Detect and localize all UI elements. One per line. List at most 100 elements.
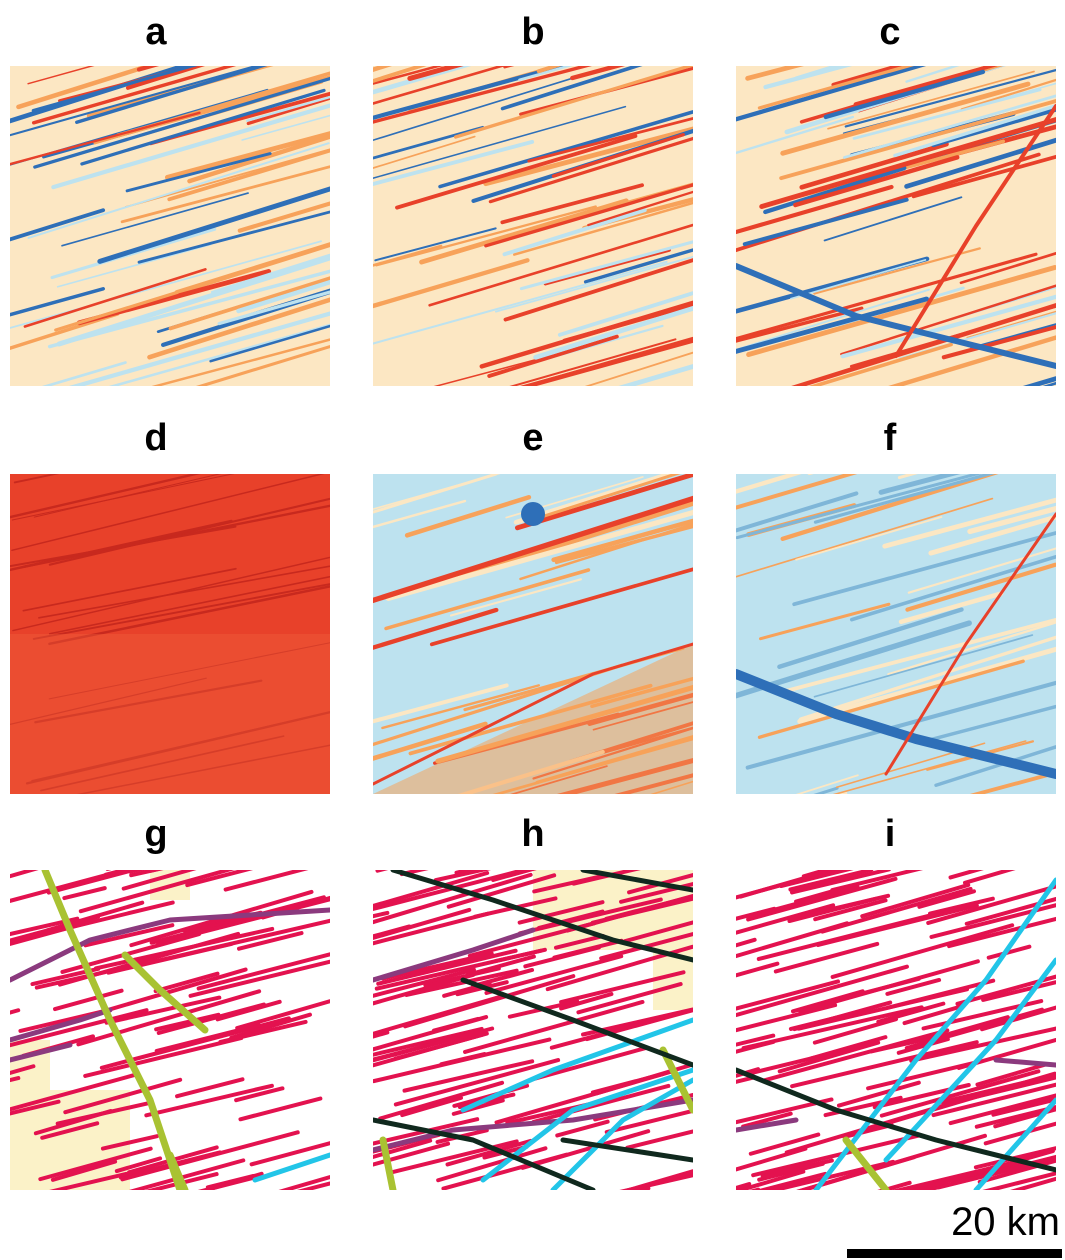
panel-label-a: a xyxy=(145,11,167,53)
map-red-lineament xyxy=(520,1129,651,1170)
relief-lineament xyxy=(503,258,693,322)
relief-lineament xyxy=(11,474,325,552)
map-red-lineament xyxy=(741,1111,793,1129)
map-red-lineament xyxy=(977,1158,1056,1184)
map-red-lineament xyxy=(553,934,606,950)
map-red-lineament xyxy=(196,952,330,991)
map-red-lineament xyxy=(879,1069,1041,1118)
relief-lineament xyxy=(736,306,864,343)
map-red-lineament xyxy=(154,1023,261,1053)
map-red-lineament xyxy=(755,1171,828,1190)
map-red-lineament xyxy=(736,961,780,978)
map-red-lineament xyxy=(388,1139,519,1175)
panel-label-h: h xyxy=(521,813,545,855)
map-red-lineament xyxy=(956,1037,1056,1070)
map-green-lineament xyxy=(842,1136,890,1190)
map-red-lineament xyxy=(433,870,492,883)
map-red-lineament xyxy=(373,1037,552,1084)
panel-b-image xyxy=(373,66,693,386)
map-red-lineament xyxy=(973,1146,1056,1170)
map-red-lineament xyxy=(813,898,888,922)
relief-lineament xyxy=(840,284,1056,356)
panel-c-image xyxy=(736,66,1056,386)
relief-lineament xyxy=(813,474,995,524)
relief-ridge xyxy=(884,512,1056,776)
relief-lineament xyxy=(736,66,927,122)
relief-lineament xyxy=(373,66,507,105)
relief-lineament xyxy=(41,361,127,386)
relief-lineament xyxy=(12,556,330,632)
relief-lineament xyxy=(842,94,1056,159)
relief-lineament xyxy=(54,290,180,332)
relief-lineament xyxy=(10,312,120,351)
map-red-lineament xyxy=(463,999,645,1054)
relief-lineament xyxy=(10,474,201,519)
relief-lineament xyxy=(808,342,953,386)
map-red-lineament xyxy=(983,1121,1056,1146)
relief-lineament xyxy=(519,240,693,291)
map-red-lineament xyxy=(373,911,490,946)
map-red-lineament xyxy=(955,974,1056,1006)
relief-lineament xyxy=(928,514,1056,556)
relief-lineament xyxy=(736,296,929,354)
relief-lineament xyxy=(736,474,802,494)
map-red-lineament xyxy=(185,870,254,888)
relief-lineament xyxy=(16,66,156,110)
map-red-lineament xyxy=(10,1008,149,1048)
map-dark-lineament xyxy=(373,1117,596,1190)
relief-lineament xyxy=(373,135,476,169)
relief-lineament xyxy=(941,324,1056,360)
map-red-lineament xyxy=(885,977,942,996)
map-red-lineament xyxy=(83,1036,244,1078)
relief-lineament xyxy=(931,106,1056,148)
relief-lineament xyxy=(429,567,693,647)
map-red-lineament xyxy=(736,937,757,948)
relief-lineament xyxy=(187,134,330,184)
map-dark-lineament xyxy=(736,1067,1056,1173)
map-red-lineament xyxy=(373,1026,495,1063)
map-red-lineament xyxy=(144,1083,274,1118)
relief-lineament xyxy=(780,474,999,542)
relief-lineament xyxy=(47,269,330,349)
map-red-lineament xyxy=(106,941,234,975)
map-green-lineament xyxy=(41,870,184,1190)
relief-lineament xyxy=(758,602,891,641)
map-red-lineament xyxy=(374,948,543,991)
map-purple-lineament xyxy=(10,1042,73,1063)
relief-lineament xyxy=(404,494,532,538)
relief-lineament xyxy=(514,474,693,531)
relief-lineament xyxy=(373,66,427,84)
map-red-lineament xyxy=(373,1141,451,1167)
relief-lineament xyxy=(373,66,472,95)
map-red-lineament xyxy=(10,914,101,943)
relief-lineament xyxy=(125,66,206,90)
map-red-lineament xyxy=(373,1026,484,1057)
relief-lineament xyxy=(407,66,464,81)
relief-lineament xyxy=(799,141,949,190)
relief-lineament xyxy=(888,335,1056,386)
relief-lineament xyxy=(527,116,693,163)
map-red-lineament xyxy=(928,896,995,916)
relief-lineament xyxy=(438,110,693,189)
relief-lineament xyxy=(22,567,237,612)
relief-lineament xyxy=(898,591,1004,625)
map-red-lineament xyxy=(777,1040,881,1074)
relief-lineament xyxy=(587,190,693,227)
relief-lineament xyxy=(795,774,859,794)
map-red-lineament xyxy=(400,1095,463,1118)
map-red-lineament xyxy=(128,1158,246,1190)
relief-depression xyxy=(521,502,545,526)
map-red-lineament xyxy=(373,1117,480,1146)
relief-lineament xyxy=(373,683,509,724)
relief-lineament xyxy=(148,91,330,146)
relief-lineament xyxy=(500,66,643,111)
relief-lineament xyxy=(519,522,693,581)
relief-lineament xyxy=(795,516,943,561)
map-red-lineament xyxy=(149,895,326,945)
relief-lineament xyxy=(40,735,285,792)
map-cyan-lineament xyxy=(973,1097,1056,1190)
map-red-lineament xyxy=(378,1080,505,1121)
map-red-lineament xyxy=(431,1016,480,1033)
map-purple-lineament xyxy=(373,927,536,983)
map-red-lineament xyxy=(736,979,840,1011)
